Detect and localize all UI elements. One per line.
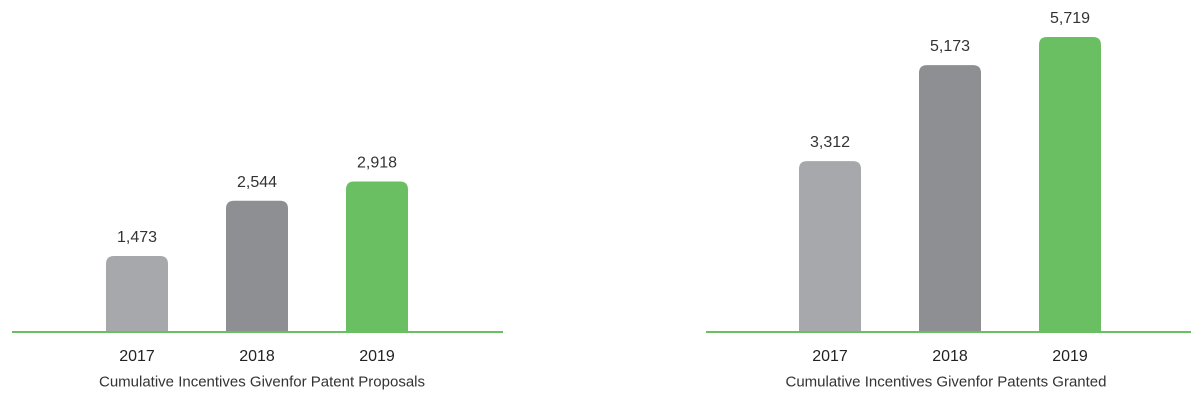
chart-patents-granted: 3,312 2017 5,173 2018 5,719 2019 Cumulative I… (700, 0, 1191, 403)
bar-2017 (799, 161, 861, 332)
bar-2019 (346, 181, 408, 332)
data-label-2018: 2,544 (237, 174, 277, 191)
bar-2018 (226, 200, 288, 332)
chart-title: Cumulative Incentives Givenfor Patents G… (785, 373, 1107, 391)
bar-2019 (1039, 37, 1101, 332)
bar-2018 (919, 65, 981, 333)
data-label-2017: 1,473 (117, 229, 157, 246)
data-label-2018: 5,173 (930, 38, 970, 55)
bar-2017 (106, 256, 168, 332)
x-tick-label-2017: 2017 (812, 348, 848, 365)
chart-svg-patents-granted: 3,312 2017 5,173 2018 5,719 2019 (706, 10, 1191, 365)
x-tick-label-2018: 2018 (239, 348, 275, 365)
chart-patent-proposals: 1,473 2017 2,544 2018 2,918 2019 Cumulative I… (0, 0, 520, 403)
x-tick-label-2017: 2017 (119, 348, 155, 365)
data-label-2017: 3,312 (810, 134, 850, 151)
x-tick-label-2019: 2019 (1052, 348, 1088, 365)
chart-title: Cumulative Incentives Givenfor Patent Pr… (99, 373, 425, 391)
x-tick-label-2019: 2019 (359, 348, 395, 365)
chart-svg-patent-proposals: 1,473 2017 2,544 2018 2,918 2019 (12, 154, 503, 365)
data-label-2019: 5,719 (1050, 10, 1090, 27)
data-label-2019: 2,918 (357, 154, 397, 171)
x-tick-label-2018: 2018 (932, 348, 968, 365)
